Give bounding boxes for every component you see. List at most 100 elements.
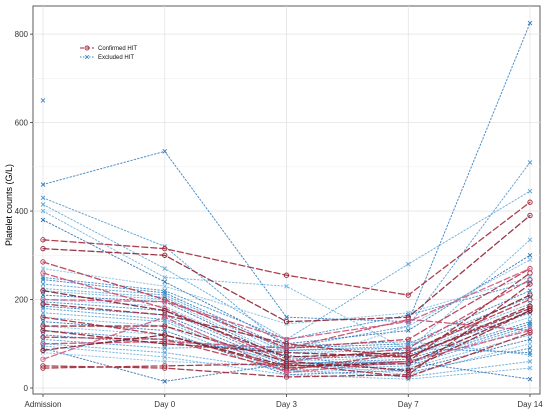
confirmed-series [40, 199, 533, 298]
series-layer [40, 20, 533, 384]
series-line [42, 214, 531, 323]
y-axis-title: Platelet counts (G/L) [4, 164, 14, 246]
series-line [42, 283, 531, 378]
data-point [40, 301, 46, 307]
data-point [527, 314, 533, 320]
data-point [40, 270, 46, 276]
data-point [283, 318, 290, 325]
data-point [40, 277, 46, 282]
y-tick-label: 600 [15, 119, 29, 128]
data-point [527, 288, 533, 294]
y-tick-label: 800 [15, 30, 29, 39]
data-point [284, 314, 289, 320]
x-tick-label: Day 14 [517, 400, 543, 409]
data-point [40, 182, 46, 187]
data-point [162, 314, 168, 320]
data-point [40, 365, 46, 371]
data-point [162, 363, 168, 369]
data-point [527, 270, 533, 276]
data-point [40, 356, 46, 362]
data-point [40, 266, 46, 271]
y-tick-label: 400 [15, 207, 29, 216]
data-point [162, 332, 168, 338]
data-point [527, 188, 533, 194]
data-point [405, 336, 411, 342]
y-tick-label: 0 [24, 384, 29, 393]
series-line [42, 316, 531, 374]
legend-label: Confirmed HIT [98, 46, 137, 52]
data-point [405, 361, 411, 367]
series-line [42, 305, 531, 367]
data-point [405, 323, 411, 329]
data-point [283, 349, 290, 356]
data-point [40, 246, 46, 252]
series-line [42, 303, 531, 358]
excluded-series [40, 98, 46, 103]
series-line [42, 332, 531, 378]
data-point [162, 354, 168, 360]
data-point [40, 217, 46, 223]
data-point [40, 281, 46, 287]
y-tick-label: 200 [15, 296, 29, 305]
data-point [40, 98, 46, 103]
data-point [40, 237, 46, 243]
data-point [283, 374, 290, 380]
data-point [527, 337, 533, 342]
axes: 0 200 400 600 800 Admission Day 0 Day 3 Day 7 Day… [15, 30, 544, 409]
data-point [162, 299, 168, 305]
x-tick-label: Day 7 [398, 400, 419, 409]
data-point [162, 379, 168, 384]
series-line [42, 305, 531, 358]
legend-item: Excluded HIT [80, 54, 134, 61]
data-point [162, 252, 168, 258]
data-point [40, 327, 46, 334]
series-line [42, 201, 531, 296]
data-point [40, 314, 46, 320]
series-line [42, 161, 531, 349]
legend: Confirmed HIT Excluded HIT [80, 45, 137, 61]
data-point [527, 237, 533, 243]
series-line [42, 318, 531, 349]
series-line [42, 22, 531, 323]
data-point [527, 296, 533, 303]
data-point [162, 275, 168, 280]
data-point [405, 292, 411, 298]
data-point [40, 292, 46, 298]
data-point [40, 202, 46, 207]
confirmed-series [40, 303, 533, 360]
data-point [405, 374, 411, 380]
data-point [283, 272, 290, 278]
data-point [40, 306, 46, 311]
data-point [40, 334, 46, 340]
legend-swatch-marker [84, 45, 90, 51]
data-point [162, 341, 168, 347]
data-point [162, 246, 168, 252]
data-point [527, 376, 533, 382]
data-point [40, 208, 46, 214]
series-line [42, 267, 531, 341]
confirmed-series [40, 212, 533, 325]
data-point [527, 212, 533, 219]
data-point [162, 328, 168, 333]
data-point [40, 259, 46, 265]
data-point [527, 281, 533, 287]
x-tick-label: Day 0 [154, 400, 175, 409]
legend-swatch-marker [84, 54, 90, 60]
data-point [527, 252, 533, 258]
confirmed-series [40, 281, 533, 380]
data-point [527, 352, 533, 358]
series-line [42, 301, 531, 365]
data-point [162, 350, 168, 355]
data-point [527, 257, 533, 263]
data-point [162, 345, 168, 351]
data-point [405, 261, 411, 267]
x-tick-label: Admission [25, 400, 62, 409]
data-point [162, 149, 168, 154]
data-point [40, 310, 46, 316]
data-point [527, 160, 533, 165]
x-tick-label: Day 3 [276, 400, 297, 409]
data-point [40, 341, 46, 347]
data-point [162, 319, 168, 324]
